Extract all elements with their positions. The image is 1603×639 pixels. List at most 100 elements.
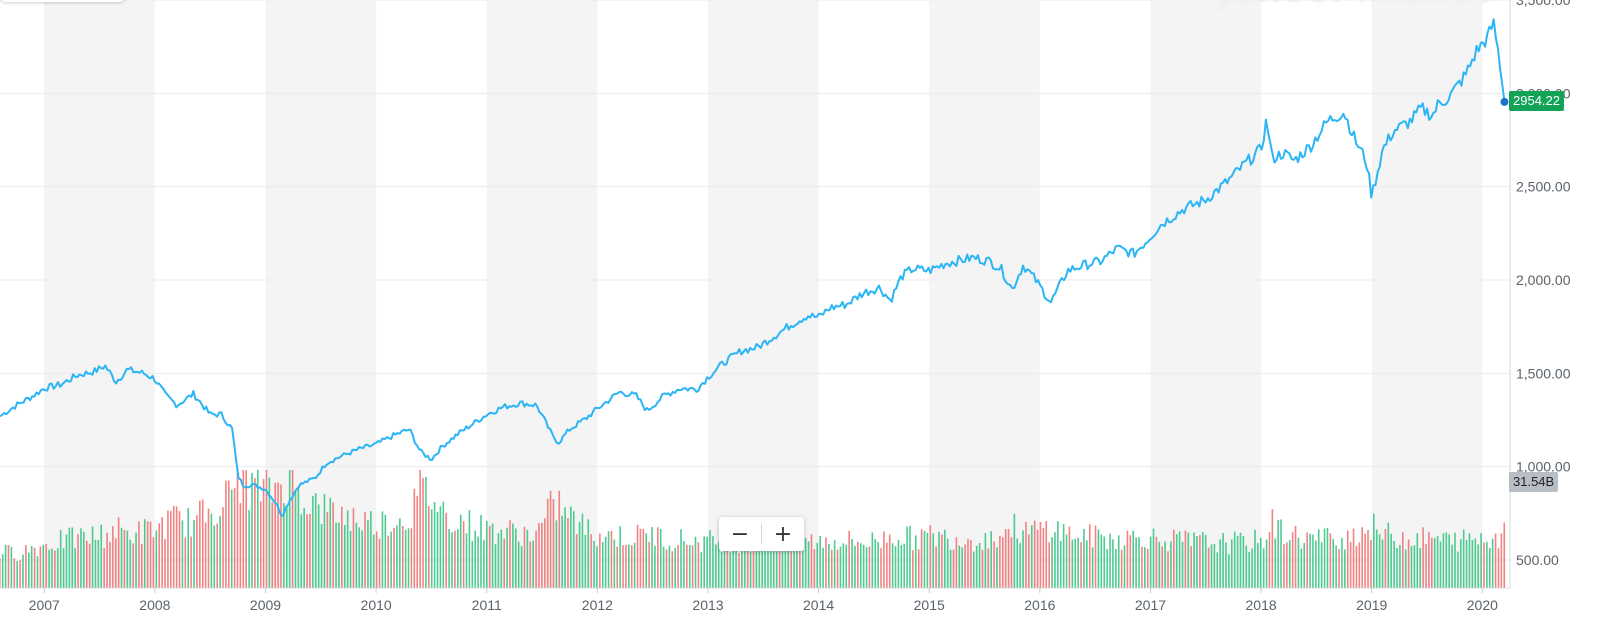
volume-bar [807, 541, 810, 588]
volume-bar [628, 544, 630, 588]
volume-bar [97, 540, 100, 588]
volume-bar [552, 499, 555, 588]
volume-bar [1233, 531, 1236, 588]
volume-bar [607, 531, 610, 588]
volume-bar [1216, 552, 1219, 588]
volume-bar [329, 497, 332, 588]
volume-bar [1384, 529, 1387, 588]
volume-bar [1268, 532, 1271, 588]
volume-bar [1381, 539, 1384, 588]
volume-bar [1390, 533, 1393, 588]
volume-bar [752, 540, 755, 588]
zoom-in-button[interactable]: + [762, 517, 804, 551]
volume-bar [1135, 537, 1137, 588]
volume-bar [1442, 533, 1445, 588]
volume-bar [1094, 525, 1097, 588]
volume-bar [514, 528, 517, 588]
volume-bar [958, 545, 961, 588]
volume-bar [877, 542, 879, 588]
volume-bar [1448, 534, 1450, 588]
volume-bar [848, 530, 850, 588]
volume-bar [567, 517, 569, 588]
volume-bar [285, 506, 288, 588]
zoom-out-button[interactable]: − [719, 517, 761, 551]
volume-bar [746, 545, 749, 588]
volume-bar [251, 472, 253, 588]
volume-bar [181, 520, 184, 588]
volume-bar [190, 536, 192, 588]
volume-bar [428, 506, 430, 588]
volume-bar [787, 530, 790, 588]
x-tick-label: 2014 [803, 597, 834, 613]
volume-bar [332, 502, 334, 588]
x-tick-label: 2007 [29, 597, 60, 613]
volume-bar [74, 548, 76, 588]
volume-bar [874, 539, 877, 588]
volume-bar [355, 522, 358, 588]
volume-bar [280, 484, 282, 588]
volume-bar [761, 535, 763, 588]
volume-bar [1086, 540, 1088, 588]
volume-bar [155, 530, 158, 588]
volume-bar [668, 545, 671, 588]
volume-bar [410, 528, 413, 588]
volume-bar [561, 515, 563, 588]
volume-bar [1358, 542, 1361, 588]
volume-bar [680, 529, 682, 588]
volume-bar [1007, 528, 1010, 588]
volume-bar [0, 558, 1, 588]
volume-bar [141, 543, 143, 588]
volume-bar [543, 518, 546, 588]
volume-bar [103, 548, 105, 588]
volume-bar [416, 495, 419, 588]
volume-bar [1373, 513, 1375, 588]
volume-bar [1422, 527, 1424, 588]
volume-bar [859, 543, 862, 588]
volume-bar [929, 525, 932, 588]
volume-bar [13, 558, 16, 588]
volume-bar [590, 534, 592, 588]
volume-bar [1054, 532, 1056, 588]
volume-bar [1025, 521, 1027, 588]
volume-bar [813, 549, 816, 588]
volume-bar [56, 548, 59, 588]
volume-bar [1315, 540, 1317, 588]
volume-bar [996, 547, 998, 588]
volume-bar [599, 533, 601, 588]
volume-bar [1378, 534, 1381, 588]
y-tick-label: 1,500.00 [1516, 365, 1571, 381]
volume-bar [407, 528, 410, 588]
volume-bar [1062, 524, 1065, 588]
volume-bar [225, 480, 227, 588]
volume-bar [219, 515, 221, 588]
volume-bar [906, 526, 908, 588]
volume-bar [256, 470, 259, 588]
volume-bar [7, 544, 10, 588]
volume-bar [1341, 538, 1343, 588]
y-tick-label: 2,500.00 [1516, 179, 1571, 195]
volume-bar [1077, 537, 1079, 588]
volume-bar [584, 535, 587, 588]
volume-bar [309, 513, 311, 588]
volume-bar [1291, 532, 1294, 588]
volume-bar [485, 520, 488, 588]
volume-bar [1149, 536, 1152, 588]
volume-bar [62, 548, 65, 588]
x-tick-label: 2017 [1135, 597, 1166, 613]
volume-bar [758, 531, 761, 588]
volume-bar [619, 526, 621, 588]
volume-bar [1057, 521, 1059, 588]
volume-bar [993, 541, 995, 588]
volume-bar [451, 532, 453, 588]
volume-bar [1193, 532, 1195, 588]
volume-bar [686, 544, 688, 588]
x-tick-label: 2013 [692, 597, 723, 613]
volume-bar [1280, 519, 1282, 588]
volume-bar [114, 538, 117, 588]
volume-bar [1225, 542, 1227, 588]
volume-bar [230, 489, 233, 588]
volume-bar [1152, 528, 1155, 588]
volume-bar [143, 519, 146, 588]
volume-bar [201, 499, 204, 588]
